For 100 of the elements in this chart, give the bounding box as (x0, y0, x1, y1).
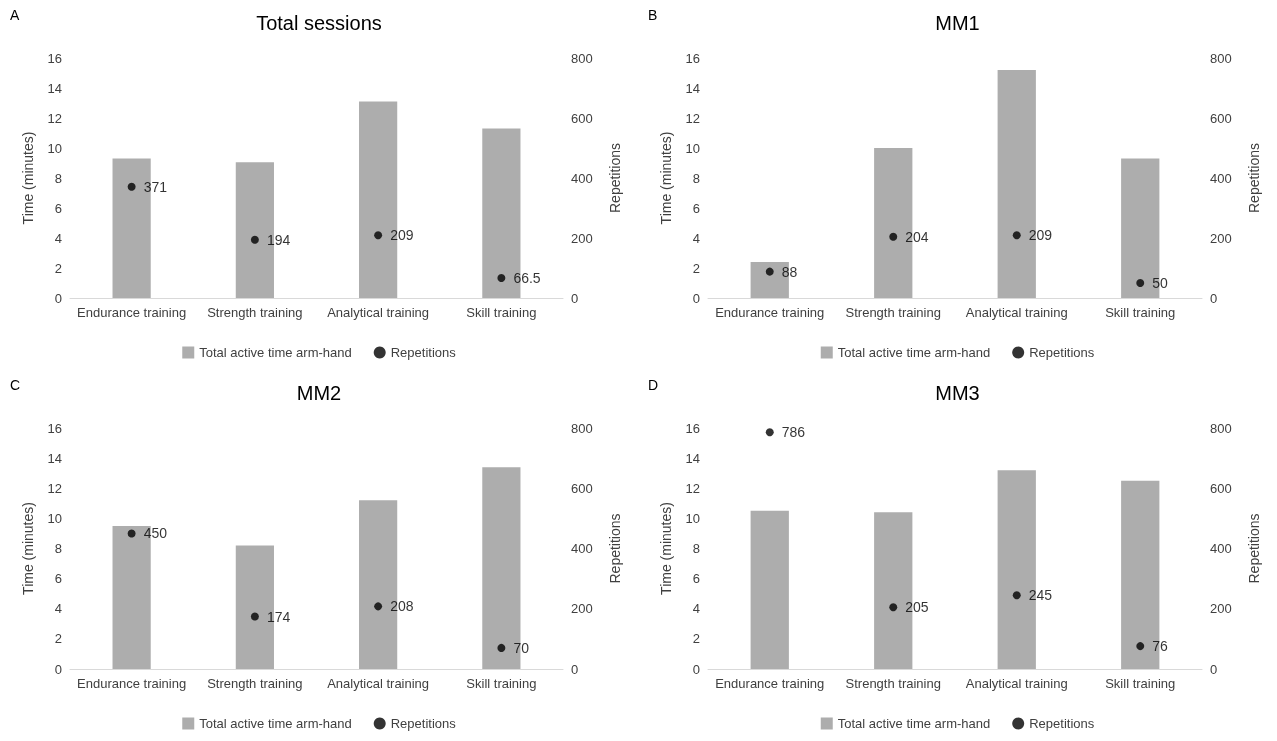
chart-title: Total sessions (256, 12, 382, 34)
x-tick-label: Skill training (466, 305, 537, 320)
bar (750, 510, 789, 669)
y2-tick-label: 200 (571, 601, 593, 617)
x-tick-label: Endurance training (715, 305, 825, 320)
data-label: 204 (905, 228, 929, 245)
y2-tick-label: 400 (1210, 170, 1232, 186)
point (1136, 642, 1145, 651)
y2-tick-label: 200 (1210, 601, 1232, 617)
point (127, 182, 136, 191)
point (497, 274, 506, 283)
y-tick-label: 14 (47, 80, 62, 96)
x-tick-label: Endurance training (77, 305, 187, 320)
y-tick-label: 10 (47, 510, 62, 526)
data-label: 205 (905, 599, 929, 616)
x-tick-label: Strength training (207, 305, 303, 320)
y-tick-label: 4 (54, 601, 62, 617)
y2-tick-label: 800 (1210, 50, 1232, 66)
y2-tick-label: 600 (1210, 480, 1232, 496)
y-tick-label: 8 (692, 541, 700, 556)
point (1136, 279, 1145, 287)
data-label: 50 (1152, 275, 1169, 291)
y-tick-label: 2 (54, 631, 62, 647)
y-tick-label: 16 (685, 420, 700, 436)
y-tick-label: 10 (685, 510, 700, 526)
legend-label: Repetitions (390, 345, 457, 360)
data-label: 209 (390, 227, 414, 244)
legend-label: Total active time arm-hand (837, 345, 991, 360)
y-tick-label: 12 (47, 480, 62, 496)
data-label: 194 (266, 231, 291, 248)
y2-axis-title: Repetitions (1246, 513, 1262, 584)
x-tick-label: Analytical training (965, 305, 1068, 320)
y-tick-label: 6 (692, 571, 700, 587)
point (250, 235, 259, 244)
text: B (648, 7, 658, 23)
point (889, 603, 898, 612)
y-axis-title: Time (minutes) (20, 131, 36, 225)
data-label: 70 (513, 639, 530, 656)
x-tick-label: Skill training (1105, 676, 1176, 691)
point (250, 612, 259, 621)
legend-label: Repetitions (1029, 345, 1095, 360)
x-tick-label: Analytical training (965, 676, 1068, 691)
y2-tick-label: 400 (571, 541, 593, 556)
y-tick-label: 4 (692, 601, 700, 617)
text: C (10, 377, 21, 393)
x-tick-label: Endurance training (715, 676, 825, 691)
y2-tick-label: 200 (571, 230, 593, 246)
data-label: 209 (1028, 227, 1053, 244)
point (374, 602, 383, 611)
y-tick-label: 2 (692, 631, 700, 647)
data-label: 786 (781, 424, 806, 441)
y2-tick-label: 0 (571, 661, 579, 677)
y-tick-label: 12 (685, 110, 700, 126)
y2-tick-label: 400 (1210, 541, 1232, 556)
chart-title: MM2 (296, 382, 342, 404)
y-tick-label: 12 (47, 110, 62, 126)
legend-label: Repetitions (390, 716, 457, 731)
y-tick-label: 6 (692, 200, 700, 216)
point (374, 231, 383, 240)
y-tick-label: 16 (47, 420, 62, 436)
y-tick-label: 8 (54, 170, 62, 186)
y2-tick-label: 800 (571, 420, 593, 436)
y2-tick-label: 0 (1210, 661, 1218, 677)
y-tick-label: 10 (47, 140, 62, 156)
y2-tick-label: 800 (1210, 420, 1232, 436)
y-tick-label: 0 (692, 661, 700, 677)
y-tick-label: 8 (692, 170, 700, 186)
point (1012, 231, 1021, 240)
y-tick-label: 6 (54, 200, 62, 216)
point (127, 529, 136, 538)
chart-title: MM1 (935, 12, 980, 34)
y2-tick-label: 0 (1210, 290, 1218, 306)
point (765, 428, 774, 437)
y-tick-label: 14 (47, 450, 62, 466)
y2-axis-title: Repetitions (1246, 142, 1262, 214)
point (1012, 591, 1021, 600)
y2-axis-title: Repetitions (607, 513, 623, 584)
data-label: 76 (1152, 638, 1169, 655)
x-tick-label: Endurance training (77, 676, 187, 691)
y-tick-label: 0 (54, 661, 62, 677)
y2-tick-label: 200 (1210, 230, 1232, 246)
x-tick-label: Analytical training (327, 676, 430, 691)
y2-tick-label: 0 (571, 290, 579, 306)
y-tick-label: 12 (685, 480, 700, 496)
data-label: 450 (143, 525, 168, 542)
y-tick-label: 16 (47, 50, 62, 66)
y-tick-label: 2 (692, 260, 700, 276)
y-tick-label: 2 (54, 260, 62, 276)
data-label: 66.5 (513, 270, 541, 287)
data-label: 88 (781, 263, 798, 280)
y-tick-label: 4 (54, 230, 62, 246)
x-tick-label: Analytical training (327, 305, 430, 320)
data-label: 208 (390, 598, 414, 615)
y-tick-label: 8 (54, 541, 62, 556)
y-axis-title: Time (minutes) (20, 502, 36, 595)
x-tick-label: Strength training (207, 676, 303, 691)
y2-tick-label: 400 (571, 170, 593, 186)
data-label: 371 (143, 178, 168, 195)
legend-label: Repetitions (1029, 716, 1095, 731)
y-axis-title: Time (minutes) (658, 502, 674, 595)
